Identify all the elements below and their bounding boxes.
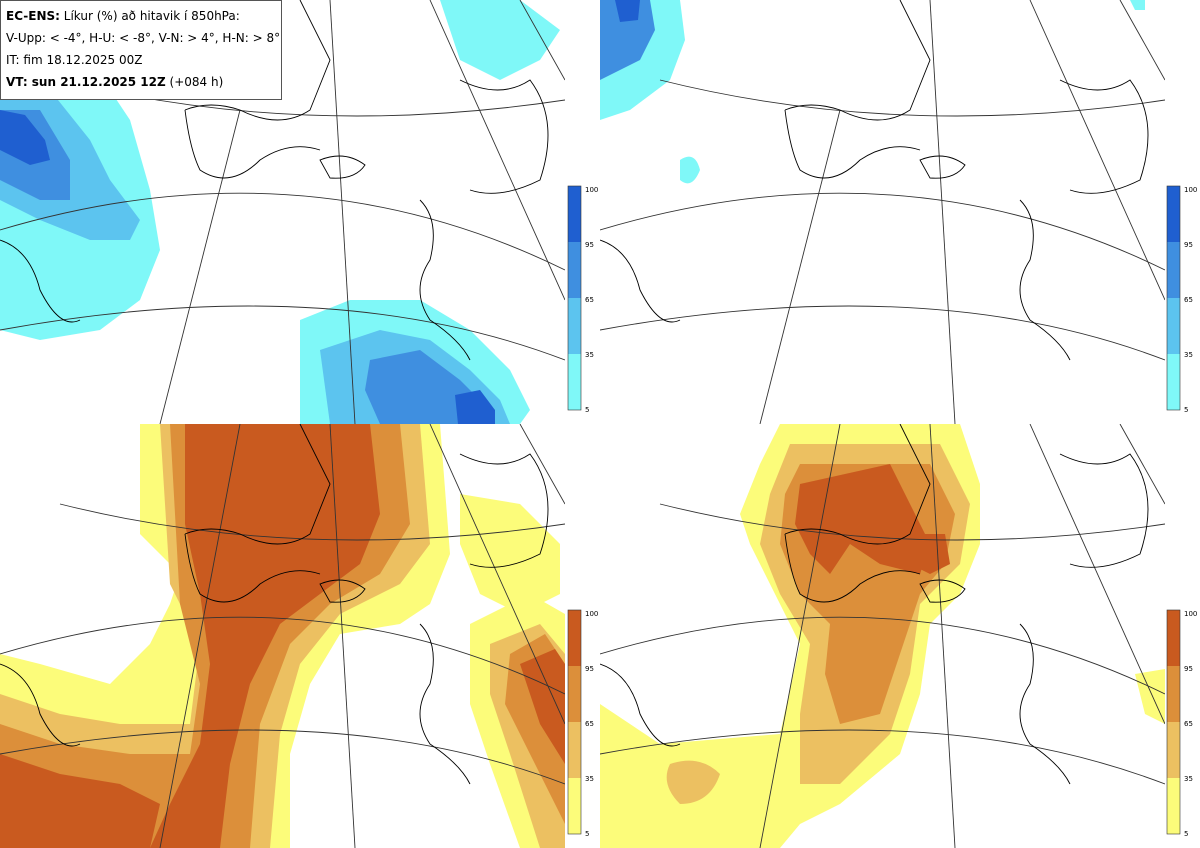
model-label: EC-ENS: xyxy=(6,9,60,23)
colorbar-tick-label: 95 xyxy=(1184,665,1193,673)
colorbar-tick-label: 5 xyxy=(585,406,589,414)
colorbar-orange-svg: 100 95 65 35 5 xyxy=(567,609,598,838)
colorbar-orange-bottom-left: 100 95 65 35 5 xyxy=(567,609,600,838)
colorbar-segment xyxy=(1167,610,1180,666)
colorbar-orange-svg: 100 95 65 35 5 xyxy=(1166,609,1197,838)
colorbar-segment xyxy=(1167,242,1180,298)
colorbar-segment xyxy=(568,354,581,410)
colorbar-segment xyxy=(1167,186,1180,242)
colorbar-segment xyxy=(1167,666,1180,722)
map-bottom-right xyxy=(600,424,1165,848)
header-legend: EC-ENS: Líkur (%) að hitavik í 850hPa: V… xyxy=(0,0,282,100)
colorbar-segment xyxy=(568,242,581,298)
colorbar-segment xyxy=(1167,722,1180,778)
panel-top-right xyxy=(600,0,1165,424)
colorbar-blue-svg: 100 95 65 35 5 xyxy=(567,185,598,414)
colorbar-tick-label: 5 xyxy=(1184,830,1188,838)
panel-top-left: EC-ENS: Líkur (%) að hitavik í 850hPa: V… xyxy=(0,0,565,424)
colorbar-tick-label: 100 xyxy=(585,610,598,618)
colorbar-tick-label: 95 xyxy=(1184,241,1193,249)
colorbar-segment xyxy=(1167,298,1180,354)
colorbar-blue-svg: 100 95 65 35 5 xyxy=(1166,185,1197,414)
colorbar-tick-label: 95 xyxy=(585,665,594,673)
colorbar-tick-label: 65 xyxy=(1184,720,1193,728)
colorbar-tick-label: 35 xyxy=(1184,351,1193,359)
colorbar-segment xyxy=(568,666,581,722)
colorbar-blue-top-right: 100 95 65 35 5 xyxy=(1166,185,1199,414)
colorbar-segment xyxy=(568,722,581,778)
colorbar-segment xyxy=(568,778,581,834)
colorbar-tick-label: 100 xyxy=(1184,610,1197,618)
colorbar-tick-label: 65 xyxy=(585,720,594,728)
map-bottom-left xyxy=(0,424,565,848)
valid-time-line: VT: sun 21.12.2025 12Z (+084 h) xyxy=(6,71,276,93)
colorbar-segment xyxy=(568,610,581,666)
colorbar-tick-label: 65 xyxy=(585,296,594,304)
colorbar-tick-label: 100 xyxy=(585,186,598,194)
colorbar-blue-top-left: 100 95 65 35 5 xyxy=(567,185,600,414)
map-top-right xyxy=(600,0,1165,424)
colorbar-segment xyxy=(568,186,581,242)
colorbar-tick-label: 35 xyxy=(585,775,594,783)
colorbar-tick-label: 65 xyxy=(1184,296,1193,304)
colorbar-tick-label: 95 xyxy=(585,241,594,249)
title-line: EC-ENS: Líkur (%) að hitavik í 850hPa: xyxy=(6,5,276,27)
colorbar-segment xyxy=(568,298,581,354)
panel-bottom-left xyxy=(0,424,565,848)
colorbar-tick-label: 100 xyxy=(1184,186,1197,194)
colorbar-tick-label: 5 xyxy=(1184,406,1188,414)
thresholds-line: V-Upp: < -4°, H-U: < -8°, V-N: > 4°, H-N… xyxy=(6,31,281,45)
title-text: Líkur (%) að hitavik í 850hPa: xyxy=(63,9,240,23)
init-time: IT: fim 18.12.2025 00Z xyxy=(6,53,143,67)
colorbar-segment xyxy=(1167,778,1180,834)
colorbar-segment xyxy=(1167,354,1180,410)
panel-bottom-right xyxy=(600,424,1165,848)
valid-time: VT: sun 21.12.2025 12Z xyxy=(6,75,166,89)
colorbar-tick-label: 5 xyxy=(585,830,589,838)
colorbar-orange-bottom-right: 100 95 65 35 5 xyxy=(1166,609,1199,838)
colorbar-tick-label: 35 xyxy=(585,351,594,359)
lead-time: (+084 h) xyxy=(169,75,224,89)
colorbar-tick-label: 35 xyxy=(1184,775,1193,783)
